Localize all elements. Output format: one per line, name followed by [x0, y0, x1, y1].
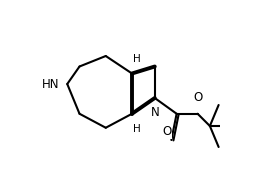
Text: N: N — [151, 106, 160, 119]
Text: O: O — [193, 91, 202, 104]
Text: H: H — [133, 124, 140, 134]
Text: H: H — [133, 54, 140, 64]
Text: HN: HN — [42, 78, 59, 90]
Text: O: O — [162, 125, 172, 138]
